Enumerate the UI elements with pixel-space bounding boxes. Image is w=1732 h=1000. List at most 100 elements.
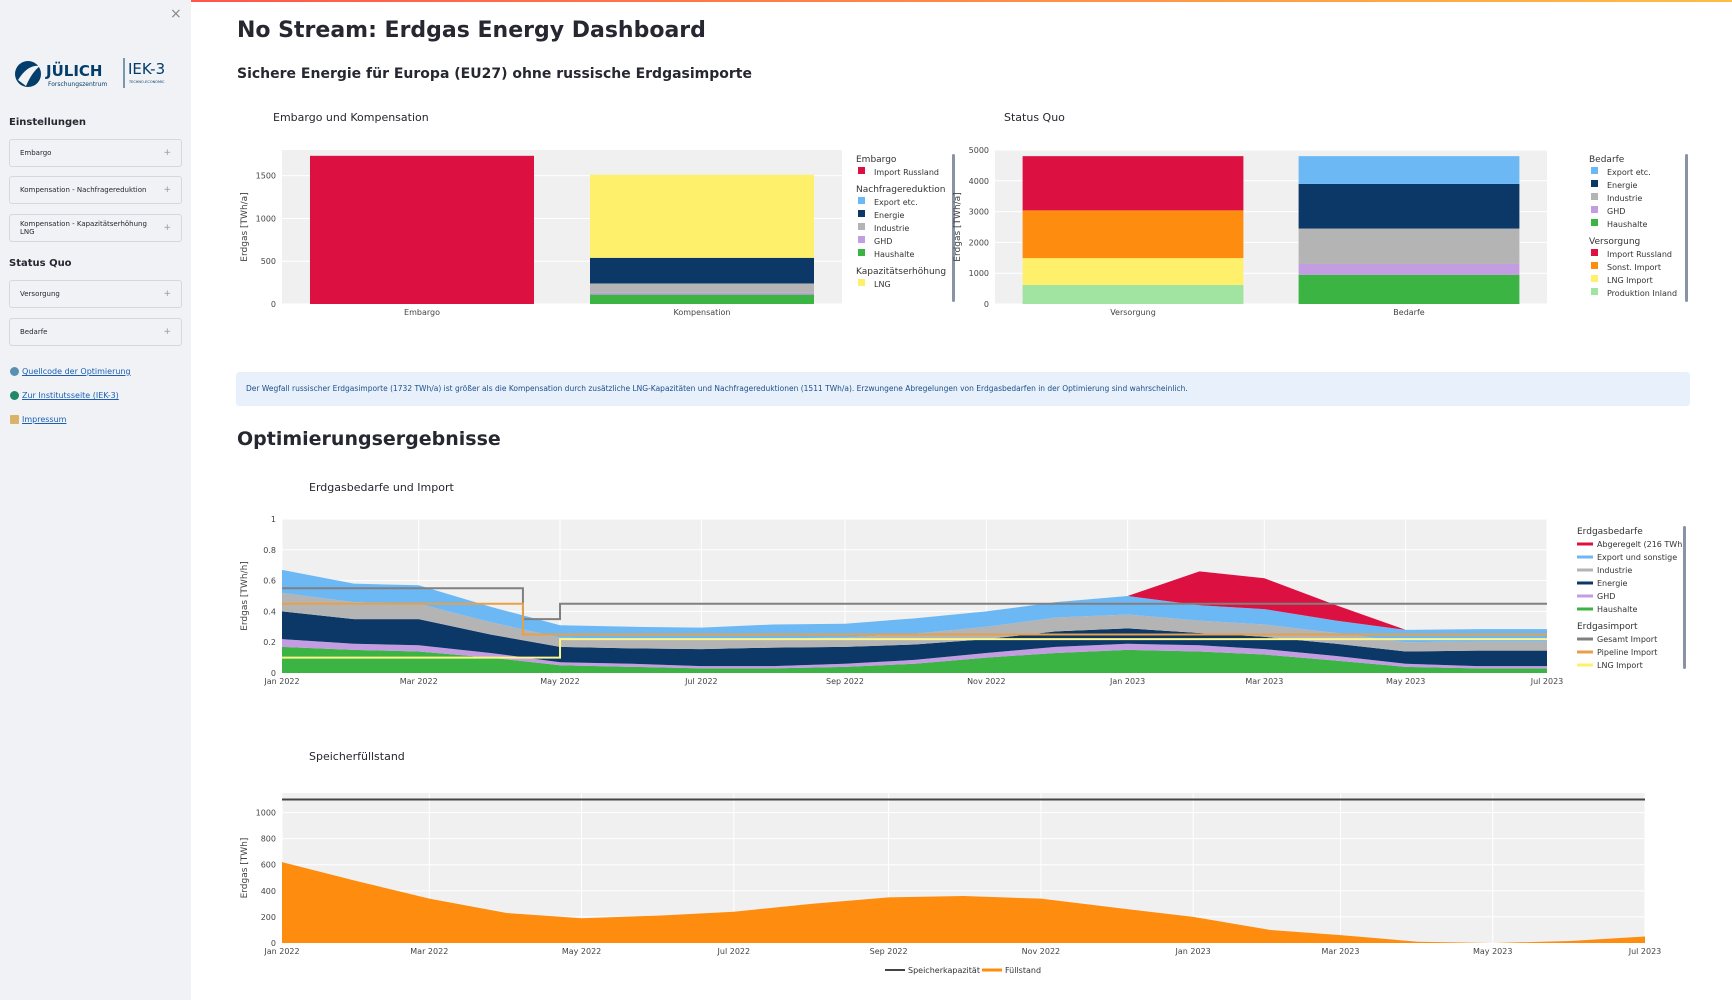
area-series-energie bbox=[282, 611, 1547, 667]
legend-swatch bbox=[1591, 288, 1598, 295]
globe-icon bbox=[10, 391, 19, 400]
y-tick-label: 0.2 bbox=[263, 638, 276, 647]
close-sidebar-button[interactable]: × bbox=[170, 6, 182, 22]
bar-segment bbox=[1022, 284, 1244, 304]
expander-versorgung[interactable]: Versorgung + bbox=[9, 280, 182, 308]
legend-item: Export und sonstige bbox=[1597, 553, 1677, 562]
x-tick-label: Mar 2022 bbox=[400, 677, 438, 686]
legend-item: GHD bbox=[874, 237, 892, 246]
area-series-haushalte bbox=[282, 646, 1547, 673]
plus-icon: + bbox=[163, 148, 171, 158]
expander-bedarfe[interactable]: Bedarfe + bbox=[9, 318, 182, 346]
x-tick-label: Jul 2022 bbox=[717, 947, 751, 956]
link-institutsseite[interactable]: Zur Institutsseite (IEK-3) bbox=[10, 391, 119, 400]
y-tick-label: 1 bbox=[271, 515, 276, 524]
y-tick-label: 1000 bbox=[969, 269, 989, 278]
link-text[interactable]: Zur Institutsseite (IEK-3) bbox=[22, 391, 119, 400]
page-subtitle: Sichere Energie für Europa (EU27) ohne r… bbox=[237, 66, 752, 82]
chart-title: Speicherfüllstand bbox=[309, 750, 405, 763]
bar-segment bbox=[1022, 258, 1244, 285]
legend-swatch bbox=[1591, 275, 1598, 282]
area-series-f-llstand bbox=[282, 862, 1645, 943]
legend-swatch bbox=[1591, 167, 1598, 174]
juelich-logo: JÜLICH Forschungszentrum IEK-3 TECHNO-EC… bbox=[12, 56, 182, 92]
legend-swatch bbox=[858, 167, 865, 174]
legend-item: Import Russland bbox=[874, 168, 939, 177]
y-tick-label: 0 bbox=[271, 300, 276, 309]
bar-segment bbox=[1298, 228, 1520, 264]
area-series-ghd bbox=[282, 639, 1547, 669]
x-tick-label: Jan 2023 bbox=[1175, 947, 1211, 956]
x-tick-label: Sep 2022 bbox=[870, 947, 908, 956]
line-series-lng-import bbox=[282, 638, 1547, 659]
svg-text:TECHNO-ECONOMIC: TECHNO-ECONOMIC bbox=[128, 80, 165, 84]
line-series-pipeline-import bbox=[282, 602, 1547, 636]
legend-item: Produktion Inland bbox=[1607, 289, 1677, 298]
plus-icon: + bbox=[163, 327, 171, 337]
y-tick-label: 600 bbox=[261, 861, 276, 870]
legend-group-title: Erdgasimport bbox=[1577, 622, 1638, 632]
x-tick-label: Nov 2022 bbox=[967, 677, 1006, 686]
y-tick-label: 5000 bbox=[969, 146, 989, 155]
legend-item: LNG bbox=[874, 280, 891, 289]
expander-label: Bedarfe bbox=[20, 328, 48, 336]
y-tick-label: 0.6 bbox=[263, 577, 276, 586]
bar-segment bbox=[1298, 156, 1520, 184]
legend-item: Industrie bbox=[874, 224, 909, 233]
bar-segment bbox=[1022, 156, 1244, 211]
x-tick-label: Jan 2022 bbox=[263, 947, 299, 956]
y-tick-label: 0 bbox=[271, 939, 276, 948]
x-tick-label: Sep 2022 bbox=[826, 677, 864, 686]
legend-item: Füllstand bbox=[1005, 966, 1041, 975]
y-tick-label: 200 bbox=[261, 913, 276, 922]
legend-group-title: Embargo bbox=[856, 155, 897, 165]
sidebar: × JÜLICH Forschungszentrum IEK-3 TECHNO-… bbox=[0, 0, 191, 1000]
bar-segment bbox=[1022, 210, 1244, 259]
svg-text:IEK-3: IEK-3 bbox=[128, 60, 165, 78]
legend-item: GHD bbox=[1597, 592, 1615, 601]
legend-swatch bbox=[1591, 249, 1598, 256]
legend-group-title: Nachfragereduktion bbox=[856, 185, 945, 195]
area-series-abgeregelt-twh- bbox=[282, 569, 1547, 630]
y-tick-label: 0.8 bbox=[263, 546, 276, 555]
link-text[interactable]: Quellcode der Optimierung bbox=[22, 367, 131, 376]
y-axis-label: Erdgas [TWh/a] bbox=[240, 192, 250, 261]
legend-group-title: Bedarfe bbox=[1589, 155, 1625, 165]
legend-swatch bbox=[1591, 180, 1598, 187]
legend-swatch bbox=[858, 210, 865, 217]
link-impressum[interactable]: Impressum bbox=[10, 415, 66, 424]
x-tick-label: Nov 2022 bbox=[1022, 947, 1061, 956]
link-quellcode[interactable]: Quellcode der Optimierung bbox=[10, 367, 131, 376]
svg-text:JÜLICH: JÜLICH bbox=[45, 61, 102, 80]
legend-item: LNG Import bbox=[1597, 661, 1643, 670]
x-tick-label: May 2022 bbox=[540, 677, 579, 686]
y-axis-label: Erdgas [TWh] bbox=[240, 838, 250, 899]
legend-scrollbar bbox=[952, 154, 955, 302]
expander-nachfragereduktion[interactable]: Kompensation - Nachfragereduktion + bbox=[9, 176, 182, 204]
logo-icon: JÜLICH Forschungszentrum IEK-3 TECHNO-EC… bbox=[15, 58, 165, 88]
x-tick-label: Mar 2023 bbox=[1321, 947, 1359, 956]
link-text[interactable]: Impressum bbox=[22, 415, 67, 424]
legend-swatch bbox=[1591, 219, 1598, 226]
bar-segment bbox=[590, 294, 814, 304]
x-tick-label: Jan 2022 bbox=[263, 677, 299, 686]
legend-scrollbar bbox=[1685, 154, 1688, 302]
y-axis-label: Erdgas [TWh/a] bbox=[953, 192, 963, 261]
y-tick-label: 1500 bbox=[256, 172, 276, 181]
y-tick-label: 0 bbox=[984, 300, 989, 309]
expander-embargo[interactable]: Embargo + bbox=[9, 139, 182, 167]
y-axis-label: Erdgas [TWh/h] bbox=[240, 561, 250, 631]
legend-swatch bbox=[858, 249, 865, 256]
legend-item: Sonst. Import bbox=[1607, 263, 1661, 272]
bar-segment bbox=[1298, 263, 1520, 275]
legend-swatch bbox=[858, 236, 865, 243]
bar-segment bbox=[310, 155, 534, 304]
legend-item: Haushalte bbox=[1597, 605, 1637, 614]
chart-title: Embargo und Kompensation bbox=[273, 111, 429, 124]
expander-lng[interactable]: Kompensation - Kapazitätserhöhung LNG + bbox=[9, 214, 182, 242]
x-tick-label: May 2022 bbox=[562, 947, 601, 956]
